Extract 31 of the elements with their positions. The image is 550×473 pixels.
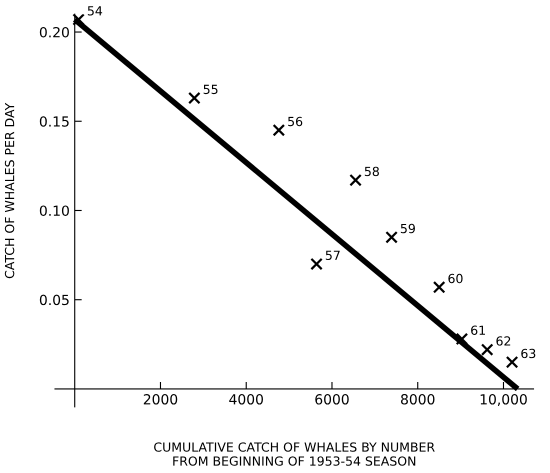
point [385, 230, 398, 244]
x-axis-title: CUMULATIVE CATCH OF WHALES BY NUMBER FROM BEGINNING OF 1953-54 SEASON [154, 442, 435, 466]
annotation: 62 [496, 336, 510, 346]
x-tick-label: 10,000 [480, 394, 527, 406]
y-tick-label: 0.20 [40, 27, 69, 38]
annotation: 58 [364, 166, 379, 176]
y-axis-title: CATCH OF WHALES PER DAY [4, 102, 14, 278]
point [456, 332, 468, 346]
point [480, 343, 494, 356]
point [349, 174, 362, 186]
annotation: 57 [326, 250, 340, 260]
point [188, 92, 201, 104]
y-tick-label: 0.10 [40, 205, 69, 216]
x-tick-label: 8000 [401, 394, 434, 405]
annotation: 63 [521, 348, 536, 358]
y-tick-label: 0.15 [40, 116, 69, 127]
point [310, 258, 323, 270]
annotation: 56 [288, 116, 302, 126]
x-tick-label: 4000 [229, 394, 263, 405]
annotation: 59 [400, 224, 415, 234]
x-tick-label: 2000 [144, 394, 178, 405]
point [72, 14, 85, 26]
point [272, 124, 286, 136]
point [506, 356, 518, 368]
point [432, 280, 446, 294]
annotation: 54 [88, 6, 102, 16]
annotation: 61 [471, 326, 485, 335]
y-tick-label: 0.05 [40, 294, 69, 306]
annotation: 60 [448, 274, 463, 284]
annotation: 55 [204, 84, 218, 94]
x-tick-label: 6000 [315, 394, 349, 405]
